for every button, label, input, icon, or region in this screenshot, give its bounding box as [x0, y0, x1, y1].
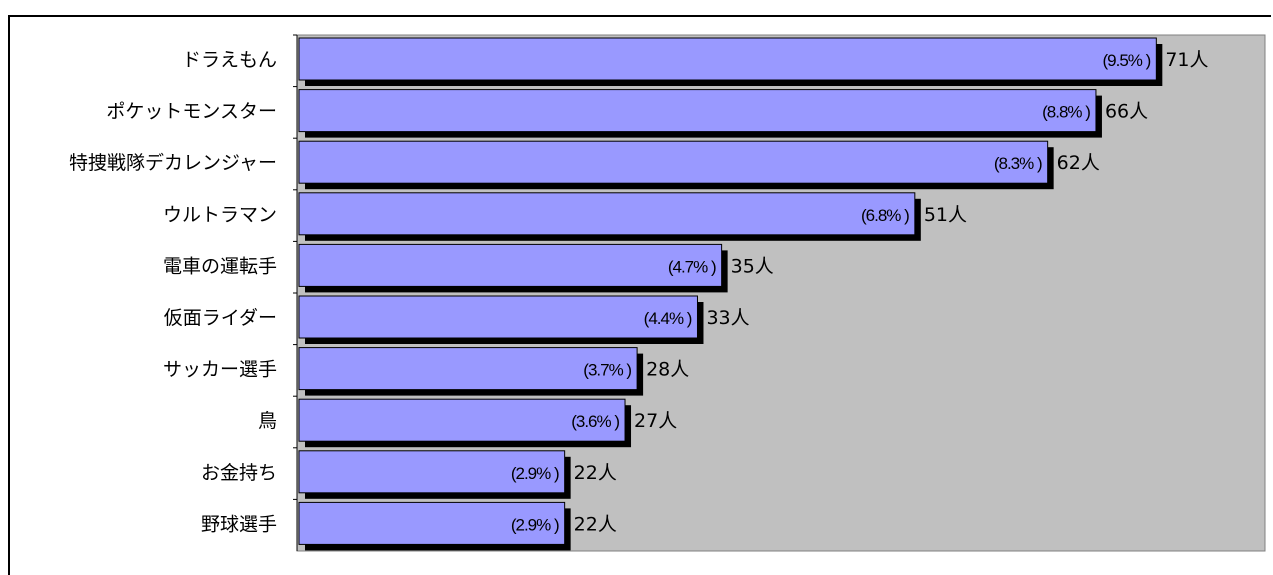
category-label: ポケットモンスター	[106, 101, 277, 123]
bar	[298, 243, 723, 287]
bar	[298, 295, 698, 339]
category-label: お金持ち	[201, 462, 277, 484]
count-label: 22人	[574, 462, 617, 484]
count-label: 62人	[1057, 152, 1100, 174]
percent-label: (8.3% )	[994, 154, 1042, 173]
count-label: 33人	[706, 307, 749, 329]
category-label: 鳥	[258, 410, 277, 432]
category-label: 電車の運転手	[163, 255, 277, 277]
bar	[298, 398, 626, 442]
count-label: 28人	[646, 359, 689, 381]
percent-label: (2.9% )	[511, 464, 559, 483]
bar	[298, 37, 1157, 81]
count-label: 71人	[1165, 49, 1208, 71]
bar	[298, 501, 566, 545]
percent-label: (4.7% )	[668, 257, 716, 276]
percent-label: (4.4% )	[644, 309, 692, 328]
percent-label: (2.9% )	[511, 515, 559, 534]
count-label: 27人	[634, 410, 677, 432]
percent-label: (3.7% )	[583, 361, 631, 380]
category-label: サッカー選手	[163, 359, 277, 381]
category-label: 野球選手	[201, 513, 277, 535]
count-label: 22人	[574, 513, 617, 535]
category-label: 特捜戦隊デカレンジャー	[69, 152, 277, 174]
count-label: 35人	[731, 255, 774, 277]
percent-label: (3.6% )	[571, 412, 619, 431]
bar	[298, 192, 916, 236]
percent-label: (8.8% )	[1042, 103, 1090, 122]
bar	[298, 89, 1097, 133]
percent-label: (6.8% )	[861, 206, 909, 225]
category-label: 仮面ライダー	[164, 307, 277, 329]
bar	[298, 140, 1049, 184]
count-label: 66人	[1105, 101, 1148, 123]
count-label: 51人	[924, 204, 967, 226]
category-label: ドラえもん	[182, 49, 277, 71]
bar	[298, 347, 638, 391]
category-label: ウルトラマン	[163, 204, 277, 226]
chart-frame	[8, 15, 1271, 575]
bar	[298, 450, 566, 494]
percent-label: (9.5% )	[1103, 51, 1151, 70]
